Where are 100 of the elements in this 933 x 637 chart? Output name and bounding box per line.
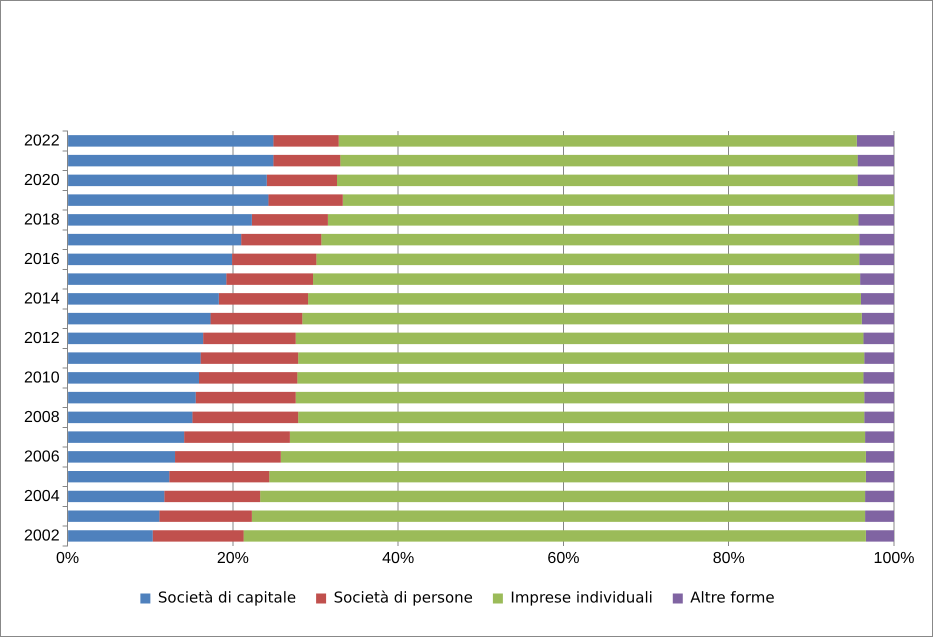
bar	[342, 194, 894, 206]
bar	[858, 214, 894, 226]
bar	[169, 470, 270, 482]
bar	[328, 214, 858, 226]
bar	[316, 254, 860, 266]
bar	[864, 392, 894, 404]
bar	[337, 174, 858, 186]
bar	[858, 154, 894, 166]
bar	[68, 293, 219, 305]
bar	[856, 135, 894, 147]
x-tick-label: 100%	[874, 550, 914, 567]
y-tick-label: 2012	[24, 330, 60, 347]
y-tick-label: 2006	[24, 448, 60, 466]
bar	[218, 293, 308, 305]
y-tick-label: 2002	[24, 527, 60, 544]
bar	[269, 470, 866, 482]
bar	[68, 214, 252, 226]
y-tick-label: 2022	[24, 132, 60, 150]
bar	[198, 372, 298, 384]
x-tick-label: 60%	[547, 550, 580, 567]
bar	[268, 194, 343, 206]
bar	[273, 135, 339, 147]
bar	[68, 412, 192, 424]
bar	[296, 332, 864, 344]
legend-label: Imprese individuali	[510, 588, 653, 606]
bar	[302, 312, 862, 324]
bar	[68, 332, 204, 344]
y-tick-label: 2010	[24, 369, 60, 386]
bar	[280, 451, 866, 463]
bar	[210, 312, 302, 324]
bar	[203, 332, 296, 344]
bar	[200, 352, 298, 364]
bar	[858, 174, 894, 186]
bar	[252, 214, 328, 226]
bar	[865, 510, 894, 522]
bar	[164, 490, 260, 502]
bar	[273, 154, 340, 166]
bar	[863, 372, 894, 384]
bar	[298, 412, 864, 424]
bar	[175, 451, 281, 463]
bar	[68, 431, 184, 443]
x-tick-label: 20%	[216, 550, 249, 567]
bar	[864, 352, 894, 364]
bar	[860, 273, 894, 285]
bar	[313, 273, 860, 285]
y-tick-label: 2018	[24, 211, 60, 228]
bar	[68, 234, 242, 246]
bar	[321, 234, 860, 246]
legend-label: Altre forme	[690, 588, 775, 606]
bar	[68, 470, 170, 482]
bar	[338, 135, 857, 147]
bar	[865, 490, 894, 502]
legend-label: Società di persone	[334, 588, 473, 606]
bar	[308, 293, 861, 305]
bar	[68, 392, 196, 404]
bar	[68, 451, 176, 463]
bar	[252, 510, 866, 522]
bar	[68, 510, 160, 522]
bar	[196, 392, 296, 404]
bar	[68, 490, 164, 502]
bar	[865, 431, 894, 443]
bar	[68, 254, 232, 266]
bar	[340, 154, 858, 166]
bar	[241, 234, 322, 246]
bar	[863, 332, 894, 344]
bar	[68, 352, 201, 364]
bar	[244, 530, 866, 542]
bar	[226, 273, 314, 285]
bar	[298, 352, 864, 364]
bar	[68, 530, 153, 542]
x-tick-label: 80%	[712, 550, 745, 567]
bar	[266, 174, 337, 186]
bar	[297, 372, 864, 384]
bar	[68, 312, 211, 324]
y-tick-label: 2008	[24, 408, 60, 426]
y-tick-label: 2014	[24, 290, 60, 308]
bar	[290, 431, 866, 443]
legend-label: Società di capitale	[158, 588, 296, 606]
bar	[866, 530, 894, 542]
bar	[866, 470, 894, 482]
bar	[862, 312, 894, 324]
bar	[864, 412, 894, 424]
bar	[68, 273, 226, 285]
y-tick-label: 2020	[24, 172, 60, 189]
bar	[866, 451, 894, 463]
bar	[296, 392, 864, 404]
bar	[68, 194, 268, 206]
bar	[159, 510, 252, 522]
bar	[68, 174, 267, 186]
bar	[859, 234, 894, 246]
bar	[68, 154, 274, 166]
bar	[860, 293, 894, 305]
bar	[184, 431, 290, 443]
x-tick-label: 40%	[382, 550, 414, 567]
y-tick-label: 2004	[24, 488, 60, 505]
bar	[68, 372, 199, 384]
bar	[859, 254, 894, 266]
bar	[68, 135, 274, 147]
bar	[260, 490, 866, 502]
bar	[152, 530, 244, 542]
